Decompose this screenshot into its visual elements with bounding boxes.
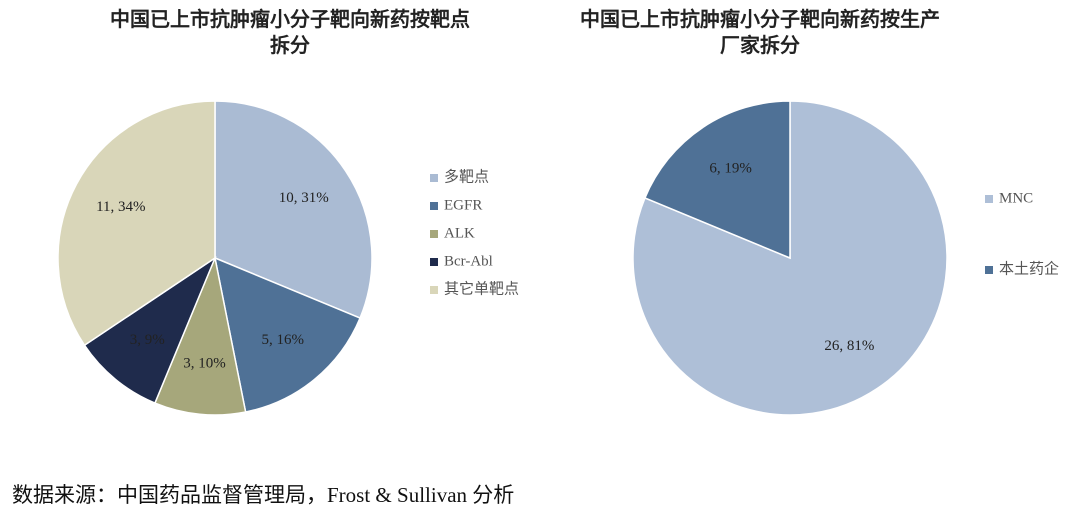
data-label: 11, 34%: [96, 199, 145, 215]
data-label: 6, 19%: [709, 161, 752, 177]
pie-slice: [213, 256, 362, 413]
chart-title: 中国已上市抗肿瘤小分子靶向新药按靶点: [110, 7, 470, 31]
legend-label: Bcr-Abl: [444, 253, 493, 269]
data-label: 3, 10%: [183, 356, 226, 372]
pie-slice: [214, 100, 373, 320]
data-label: 3, 9%: [130, 332, 165, 348]
legend-label: EGFR: [444, 197, 482, 213]
data-label: 10, 31%: [279, 190, 329, 206]
legend-swatch: [430, 174, 438, 182]
source-note: 数据来源：中国药品监督管理局，Frost & Sullivan 分析: [12, 483, 514, 507]
pie-slice: [643, 100, 791, 260]
legend-swatch: [430, 258, 438, 266]
pie-slice: [83, 256, 217, 405]
pie-slice: [632, 100, 948, 416]
legend-swatch: [985, 195, 993, 203]
chart-title: 厂家拆分: [720, 33, 800, 57]
legend-label: ALK: [444, 225, 475, 241]
pie-slice: [153, 255, 247, 416]
legend-swatch: [985, 266, 993, 274]
legend-swatch: [430, 286, 438, 294]
data-label: 5, 16%: [261, 332, 304, 348]
chart-title: 拆分: [270, 33, 310, 57]
pie-slice: [57, 100, 216, 347]
data-label: 26, 81%: [824, 338, 874, 354]
legend-swatch: [430, 230, 438, 238]
chart-title: 中国已上市抗肿瘤小分子靶向新药按生产: [580, 7, 940, 31]
legend-label: 本土药企: [999, 259, 1059, 277]
legend-swatch: [430, 202, 438, 210]
legend-label: 其它单靶点: [444, 279, 519, 297]
legend-label: 多靶点: [444, 168, 489, 185]
legend-label: MNC: [999, 190, 1033, 206]
